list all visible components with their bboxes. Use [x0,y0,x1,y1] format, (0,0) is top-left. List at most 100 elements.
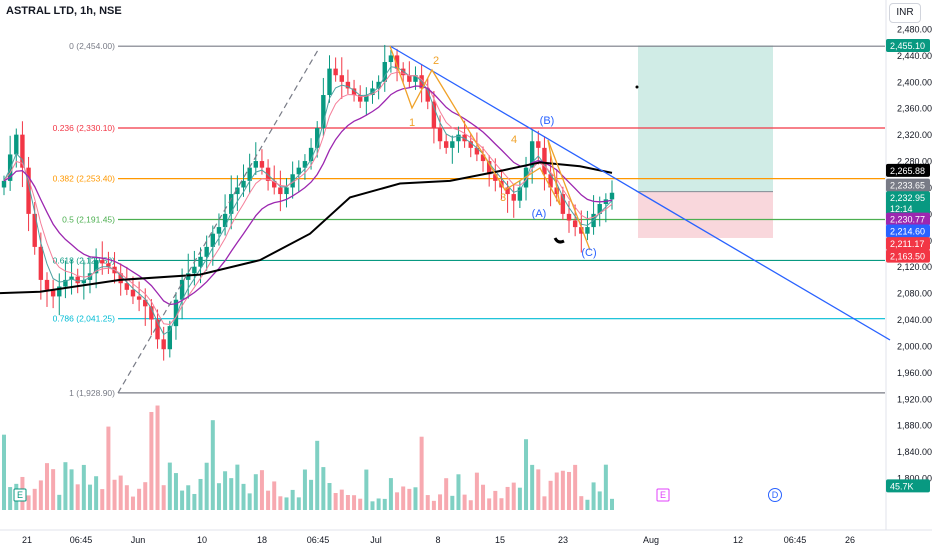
candle-body [333,68,338,76]
volume-bar [100,489,105,510]
wave-label: (B) [540,115,555,127]
candle-body [106,263,111,267]
currency-button[interactable]: INR [889,3,921,23]
price-tag-label: 12:14 [890,204,913,214]
price-tick-label: 1,800.00 [897,474,932,484]
volume-bar [63,462,68,510]
price-tag-label: 2,232.95 [890,193,925,203]
volume-bar [210,420,215,510]
volume-bar [75,484,80,510]
volume-bar [493,490,498,510]
candle-body [81,279,87,284]
candle-body [523,167,529,188]
price-tick-label: 2,320.00 [897,130,932,140]
candle-body [302,161,308,168]
volume-bar [339,489,344,510]
price-tick-label: 1,840.00 [897,447,932,457]
sma-long-line [0,161,613,295]
volume-bar [511,482,516,510]
volume-bar [8,487,13,510]
time-axis[interactable]: 21 06:45 Jun 10 18 06:45 Jul 8 15 23 Aug 12 06:45 26 [22,535,855,545]
volume-bar [419,436,424,510]
candle-body [597,203,602,214]
candle-body [480,154,486,162]
volume-bar [51,469,56,510]
price-tag-label: 2,265.88 [890,166,925,176]
volume-bar [567,471,572,510]
wave-label: 1 [409,117,415,129]
volume-bar [327,483,332,510]
wave-label: (C) [581,247,596,259]
candle-body [93,260,99,274]
price-tag-label: 2,233.65 [890,181,925,191]
volume-bar [216,483,221,510]
volume-bar [364,469,369,510]
time-tick-label: 10 [197,535,207,545]
price-tag [886,212,930,226]
candle-body [474,147,480,155]
candle-body [450,141,455,148]
candle-body [204,246,209,257]
ema-purple-line [3,85,613,306]
price-tag-label: 2,163.50 [890,252,925,262]
earnings-marker [656,488,670,502]
volume-bar [597,491,602,510]
candle-body [272,180,277,188]
volume-bar [407,488,412,510]
volume-bar [44,463,49,510]
drawings: 1 2 3 4 (A) (B) (C) E E D [13,45,891,502]
candle-body [394,55,400,69]
volume-bar [413,487,418,510]
price-tag [886,479,930,493]
volume-bar [235,464,240,510]
volume-bar [388,478,393,510]
volume-bar [259,470,264,510]
dashed-rally-line [117,49,319,394]
candle-body [437,128,443,142]
candle-body [38,246,44,280]
volume-bar [247,493,252,510]
candle-body [364,95,369,102]
volume-bar [57,494,62,510]
price-tag-label: 2,455.10 [890,41,925,51]
candle-body [14,134,19,155]
time-tick-label: 21 [22,535,32,545]
volume-bar [241,483,246,510]
chart-title: ASTRAL LTD, 1h, NSE [6,5,122,17]
volume-bar [481,484,486,510]
volume-bar [143,482,148,510]
candle-body [413,75,418,82]
candle-body [443,141,449,148]
price-tag [886,191,930,205]
volume-bar [401,486,406,510]
candle-body [253,161,258,168]
candle-body [517,187,523,201]
candle-body [69,276,74,280]
candle-body [247,167,252,181]
candle-body [560,194,566,214]
candle-body [229,194,234,214]
volume-bar [173,473,178,510]
candle-body [388,55,394,63]
price-tags: 2,455.102,265.882,233.652,232.9512:142,2… [886,38,930,493]
price-tag-label: 2,214.60 [890,227,925,237]
candle-body [57,286,62,297]
volume-bar [456,474,461,510]
time-tick-label: 26 [845,535,855,545]
volume-bar [591,482,596,510]
price-tick-label: 2,280.00 [897,157,932,167]
volume-bar [560,470,565,510]
wave-label: (A) [532,208,547,220]
candle-body [136,296,142,300]
price-tag-label: 2,230.77 [890,215,925,225]
candle-body [585,227,590,234]
volume-bar [32,488,37,510]
candle-body [155,319,160,340]
volume-bar [585,499,590,510]
volume-bar [425,495,430,510]
volume-bar [161,485,166,510]
ema-pink-line [3,71,613,326]
candle-body [32,213,37,247]
price-tick-label: 2,440.00 [897,51,932,61]
